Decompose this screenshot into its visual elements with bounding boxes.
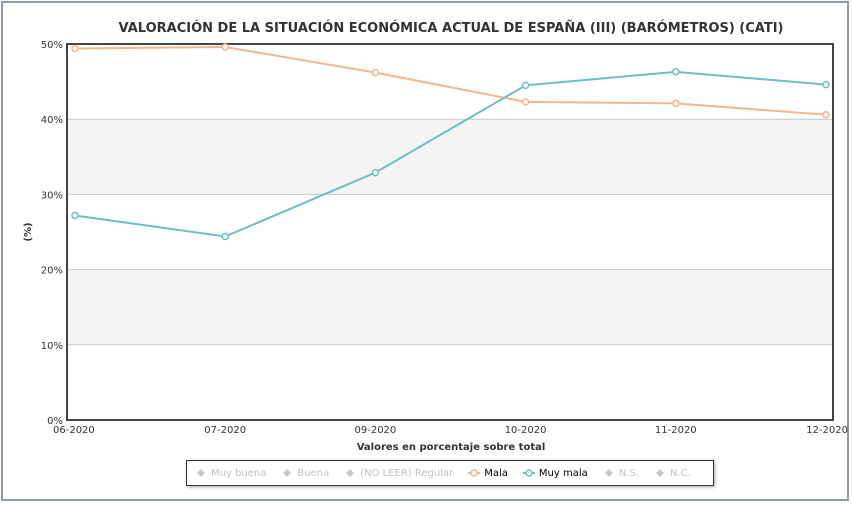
plot-band [67, 269, 833, 345]
y-tick-label: 40% [41, 115, 63, 126]
x-tick-label: 07-2020 [204, 425, 246, 436]
data-point[interactable] [521, 98, 530, 106]
legend-item[interactable]: Buena [281, 468, 329, 479]
x-axis-title: Valores en porcentaje sobre total [357, 442, 546, 453]
x-tick-label: 11-2020 [655, 425, 697, 436]
legend-label: N.C. [669, 467, 691, 479]
chart-title: VALORACIÓN DE LA SITUACIÓN ECONÓMICA ACT… [119, 20, 784, 36]
data-point[interactable] [71, 211, 79, 220]
legend-label: (NO LEER) Regular [360, 467, 454, 479]
x-tick-label: 10-2020 [505, 425, 547, 436]
legend-label: N.S. [618, 467, 639, 479]
data-point[interactable] [822, 110, 830, 119]
x-tick-label: 12-2020 [806, 425, 848, 436]
legend-item[interactable]: Muy mala [522, 467, 588, 479]
plot-band [67, 119, 833, 195]
data-point[interactable] [371, 168, 380, 177]
data-point[interactable] [672, 99, 680, 108]
y-tick-label: 50% [41, 40, 63, 51]
diamond-marker-icon [283, 469, 292, 477]
x-tick-label: 06-2020 [53, 425, 95, 436]
data-point[interactable] [221, 43, 229, 51]
diamond-marker-icon [655, 469, 664, 477]
data-point[interactable] [71, 44, 79, 53]
legend-label: Muy mala [538, 467, 588, 479]
legend-item[interactable]: Mala [468, 468, 508, 479]
data-point[interactable] [822, 80, 830, 89]
series-line [74, 70, 827, 238]
legend-item[interactable]: Muy buena [195, 468, 266, 479]
plot-border [66, 43, 834, 421]
diamond-marker-icon [346, 469, 355, 477]
legend-item[interactable]: N.C. [654, 468, 691, 479]
data-point[interactable] [521, 81, 530, 90]
legend-label: Muy buena [211, 467, 267, 479]
data-point[interactable] [221, 232, 229, 241]
diamond-marker-icon [197, 469, 205, 477]
legend-label: Mala [484, 467, 508, 479]
y-axis-title: (%) [23, 222, 34, 241]
chart-legend: Muy buena Buena (NO LEER) Regular Mala Muy m… [186, 460, 714, 486]
y-tick-label: 30% [41, 190, 63, 201]
legend-item[interactable]: N.S. [603, 468, 639, 479]
data-point[interactable] [672, 68, 680, 76]
y-tick-label: 0% [47, 416, 63, 427]
legend-label: Buena [297, 467, 330, 479]
circle-marker-icon [468, 469, 481, 477]
legend-item[interactable]: (NO LEER) Regular [344, 468, 453, 479]
y-tick-label: 10% [41, 341, 63, 352]
y-tick-label: 20% [41, 266, 63, 277]
diamond-marker-icon [604, 469, 613, 477]
x-tick-label: 09-2020 [355, 425, 397, 436]
data-point[interactable] [371, 68, 380, 77]
series-line [74, 46, 827, 116]
circle-marker-icon [522, 469, 535, 477]
